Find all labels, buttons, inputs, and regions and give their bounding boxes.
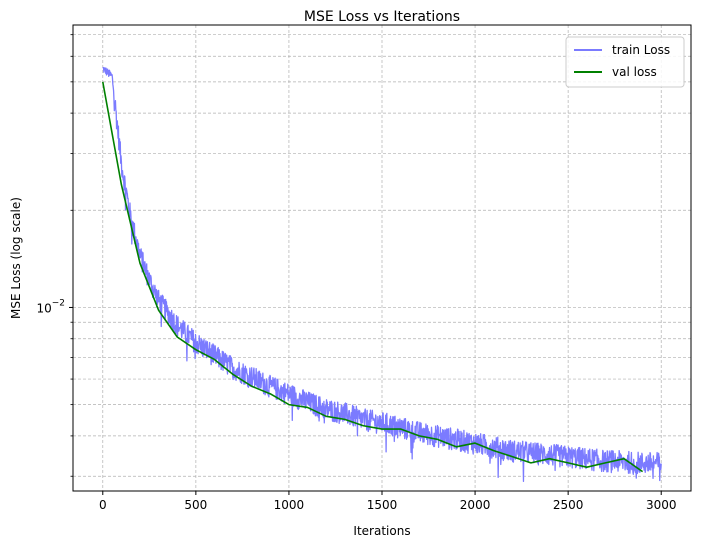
chart-title: MSE Loss vs Iterations <box>304 9 460 25</box>
legend: train Loss val loss <box>565 36 685 88</box>
x-tick-label: 1500 <box>367 498 398 512</box>
x-axis-label: Iterations <box>353 524 410 538</box>
ticks: 0 500 1000 1500 2000 2500 3000 10−2 <box>36 34 677 512</box>
series-layer <box>101 66 662 483</box>
x-tick-label: 0 <box>99 498 107 512</box>
legend-label-train: train Loss <box>612 43 670 57</box>
legend-label-val: val loss <box>612 65 657 79</box>
y-major-tick-label: 10−2 <box>36 298 65 315</box>
series-line-train <box>102 66 662 483</box>
y-axis-label: MSE Loss (log scale) <box>9 197 23 319</box>
series-line-val <box>101 81 644 473</box>
x-tick-label: 3000 <box>646 498 677 512</box>
y-tick-exponent: −2 <box>52 298 65 308</box>
x-tick-label: 2500 <box>553 498 584 512</box>
x-tick-label: 1000 <box>274 498 305 512</box>
x-tick-label: 2000 <box>460 498 491 512</box>
x-tick-label: 500 <box>184 498 207 512</box>
y-tick-base: 10 <box>36 301 51 315</box>
